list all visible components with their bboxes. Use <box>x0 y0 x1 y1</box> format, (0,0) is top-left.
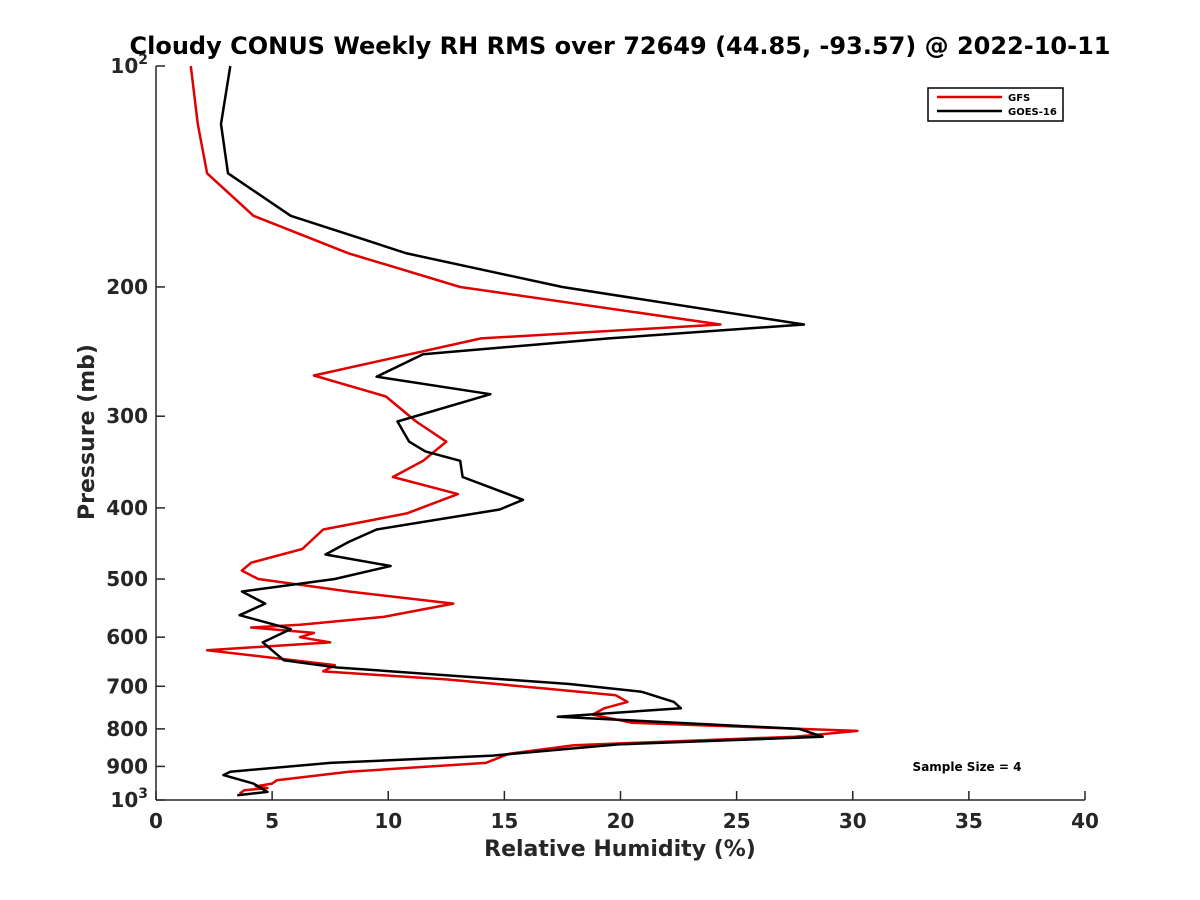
x-tick-label: 20 <box>607 809 635 833</box>
y-tick-label: 800 <box>106 717 148 741</box>
y-ticks: 102 200 300 400 500 600 700 800 900 103 <box>106 52 165 812</box>
plot-lines <box>189 65 859 797</box>
y-tick-label: 300 <box>106 404 148 428</box>
x-tick-label: 35 <box>955 809 983 833</box>
x-ticks: 0 5 10 15 20 25 30 35 40 <box>149 791 1099 833</box>
x-tick-label: 15 <box>490 809 518 833</box>
y-tick-label: 900 <box>106 754 148 778</box>
legend-label: GFS <box>1008 93 1030 104</box>
chart-title: Cloudy CONUS Weekly RH RMS over 72649 (4… <box>130 32 1111 60</box>
y-tick-label: 400 <box>106 496 148 520</box>
y-tick-label: 600 <box>106 625 148 649</box>
y-tick-label: 700 <box>106 674 148 698</box>
series-line-gfs <box>189 65 859 795</box>
x-tick-label: 10 <box>374 809 402 833</box>
x-tick-label: 30 <box>839 809 867 833</box>
y-tick-label: 200 <box>106 275 148 299</box>
series-line-goes-16 <box>219 65 824 797</box>
y-tick-label: 500 <box>106 567 148 591</box>
x-tick-label: 0 <box>149 809 163 833</box>
sample-size-annotation: Sample Size = 4 <box>913 760 1022 774</box>
y-tick-label: 102 <box>110 52 148 78</box>
y-tick-label: 103 <box>110 786 148 812</box>
y-axis-label: Pressure (mb) <box>75 344 100 520</box>
legend-label: GOES-16 <box>1008 107 1057 118</box>
legend: GFS GOES-16 <box>927 87 1064 122</box>
x-tick-label: 25 <box>723 809 751 833</box>
x-tick-label: 40 <box>1071 809 1099 833</box>
x-tick-label: 5 <box>265 809 279 833</box>
legend-box <box>927 87 1064 122</box>
x-axis-label: Relative Humidity (%) <box>484 837 756 862</box>
